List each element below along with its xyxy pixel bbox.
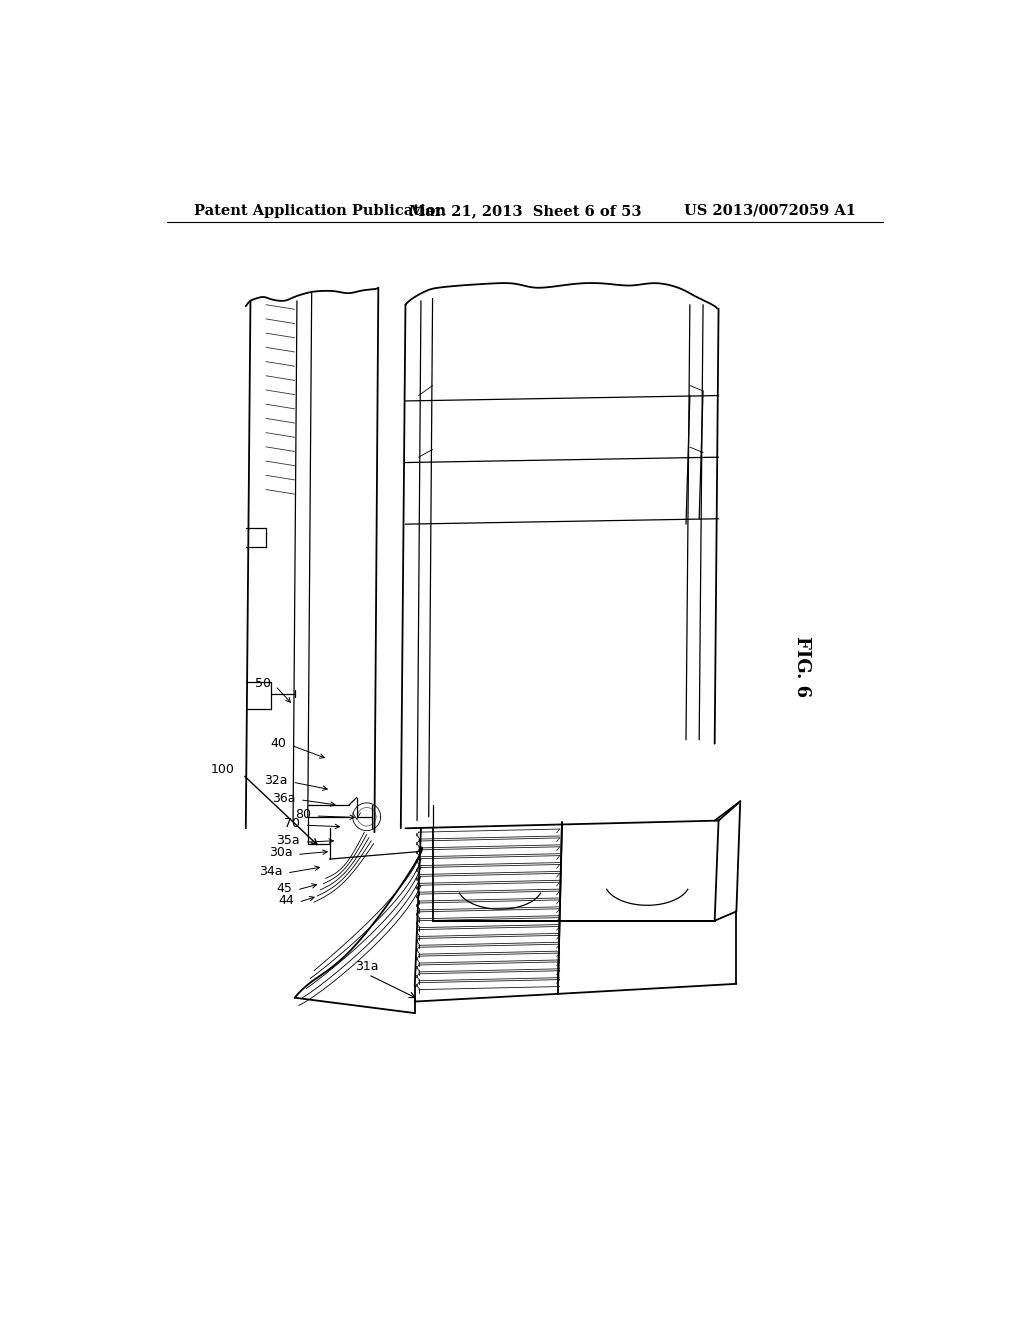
Text: 30a: 30a — [268, 846, 292, 859]
Text: FIG. 6: FIG. 6 — [794, 636, 811, 697]
Text: 34a: 34a — [259, 865, 283, 878]
Text: 44: 44 — [279, 894, 294, 907]
Text: Patent Application Publication: Patent Application Publication — [194, 203, 445, 218]
Text: 45: 45 — [276, 882, 292, 895]
Text: 80: 80 — [295, 808, 311, 821]
Text: US 2013/0072059 A1: US 2013/0072059 A1 — [684, 203, 856, 218]
Text: 70: 70 — [284, 817, 300, 830]
Text: 50: 50 — [255, 677, 270, 690]
Text: 100: 100 — [211, 763, 234, 776]
Text: 40: 40 — [270, 737, 286, 750]
Text: 31a: 31a — [355, 960, 379, 973]
Text: 32a: 32a — [264, 774, 288, 787]
Text: 36a: 36a — [272, 792, 295, 805]
Text: Mar. 21, 2013  Sheet 6 of 53: Mar. 21, 2013 Sheet 6 of 53 — [409, 203, 641, 218]
Text: 35a: 35a — [276, 834, 300, 847]
